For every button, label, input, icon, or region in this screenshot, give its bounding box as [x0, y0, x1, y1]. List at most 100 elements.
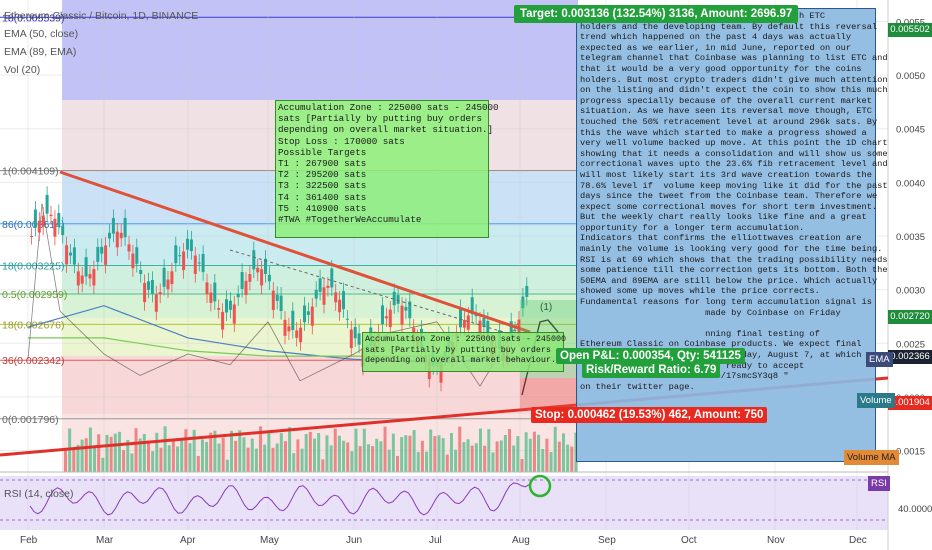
volume-bar: [528, 438, 532, 472]
candle-body: [381, 305, 384, 325]
candle-body: [147, 281, 150, 290]
candle-body: [392, 291, 396, 306]
candle-body: [466, 315, 470, 330]
volume-bar: [217, 443, 221, 472]
volume-bar: [346, 442, 350, 472]
candle-body: [150, 279, 154, 294]
risk-reward-label[interactable]: Risk/Reward Ratio: 6.79: [582, 362, 721, 378]
volume-bar: [537, 434, 541, 472]
candle-body: [127, 244, 131, 252]
y-tick-label: 0.0025: [896, 339, 925, 350]
volume-bar: [101, 457, 105, 472]
accumulation-note-small[interactable]: Accumulation Zone : 225000 sats - 245000…: [362, 332, 566, 372]
candle-body: [162, 267, 166, 287]
price-tag-ema: 0.002366: [888, 350, 932, 364]
volume-bar: [375, 438, 379, 472]
volume-bar: [246, 447, 250, 472]
y-tick-label: 0.0040: [896, 178, 925, 189]
volume-bar: [84, 438, 88, 472]
volume-bar: [524, 432, 528, 472]
candle-body: [108, 232, 111, 239]
volume-bar: [188, 443, 192, 472]
candle-body: [260, 269, 264, 286]
candle-body: [88, 274, 92, 279]
stop-label[interactable]: Stop: 0.000462 (19.53%) 462, Amount: 750: [531, 407, 768, 423]
volume-bar: [483, 445, 487, 472]
volume-bar: [109, 436, 113, 472]
candle-body: [248, 274, 252, 282]
accumulation-note[interactable]: Accumulation Zone : 225000 sats - 245000…: [275, 100, 499, 238]
volume-bar: [259, 426, 263, 472]
price-path-segment: [103, 353, 141, 376]
candle-body: [69, 252, 72, 256]
candle-body: [306, 311, 310, 315]
fib-label-1: 86(0.003614): [2, 219, 64, 231]
volume-bar: [495, 441, 499, 472]
candle-body: [84, 257, 88, 277]
candle-body: [154, 294, 158, 312]
candle-body: [345, 318, 349, 320]
candle-body: [170, 271, 174, 284]
candle-body: [384, 316, 388, 319]
volume-bar: [371, 446, 375, 472]
volume-bar: [205, 441, 209, 472]
volume-bar: [321, 459, 325, 472]
volume-bar: [391, 433, 395, 472]
y-tick-label: 0.0015: [896, 447, 925, 458]
volume-bar: [325, 435, 329, 472]
candle-body: [65, 245, 69, 265]
x-tick-label: Aug: [512, 535, 530, 546]
candle-body: [310, 306, 314, 326]
loss-zone: [520, 378, 578, 410]
volume-bar: [516, 436, 520, 472]
volume-bar: [557, 441, 561, 472]
volume-bar: [122, 450, 126, 472]
volume-bar: [142, 434, 146, 472]
candle-body: [225, 299, 228, 313]
ema50-legend[interactable]: EMA (50, close): [4, 28, 79, 40]
price-path-segment: [299, 353, 355, 382]
candle-body: [279, 295, 283, 312]
candle-body: [521, 296, 525, 309]
candle-body: [256, 267, 260, 273]
candle-body: [244, 280, 248, 296]
volume-bar: [387, 449, 391, 472]
candle-body: [96, 246, 100, 262]
candle-body: [221, 311, 225, 330]
volume-bar: [479, 428, 482, 472]
target-label[interactable]: Target: 0.003136 (132.54%) 3136, Amount:…: [514, 5, 799, 23]
analysis-note[interactable]: t for both ETC holders and the developin…: [576, 8, 888, 462]
candle-body: [104, 245, 108, 265]
volume-bar: [317, 433, 321, 472]
volume-bar: [113, 433, 117, 472]
candle-body: [115, 231, 119, 248]
volume-bar: [503, 435, 507, 472]
price-path-segment: [187, 353, 231, 366]
volume-bar: [159, 447, 163, 472]
candle-body: [217, 308, 221, 310]
volume-bar: [238, 430, 242, 472]
ema89-legend[interactable]: EMA (89, EMA): [4, 46, 77, 58]
candle-body: [462, 319, 466, 328]
volume-bar: [80, 439, 84, 472]
candle-body: [295, 330, 299, 338]
volume-bar: [279, 433, 283, 472]
candle-body: [404, 307, 408, 311]
rsi-legend[interactable]: RSI (14, close): [4, 488, 74, 500]
open-pl-label[interactable]: Open P&L: 0.000354, Qty: 541125: [556, 348, 745, 364]
volume-bar: [271, 447, 275, 472]
x-tick-label: May: [260, 535, 279, 546]
volume-legend[interactable]: Vol (20): [4, 64, 41, 76]
volume-bar: [499, 440, 503, 472]
volume-bar: [491, 452, 495, 472]
candle-body: [342, 291, 345, 310]
candle-body: [213, 282, 217, 302]
candle-body: [283, 319, 287, 336]
volume-bar: [254, 448, 258, 472]
candle-body: [76, 271, 80, 286]
candle-body: [228, 300, 232, 310]
candle-body: [267, 274, 271, 282]
fib-label-7: 18(0.005539): [2, 12, 64, 24]
